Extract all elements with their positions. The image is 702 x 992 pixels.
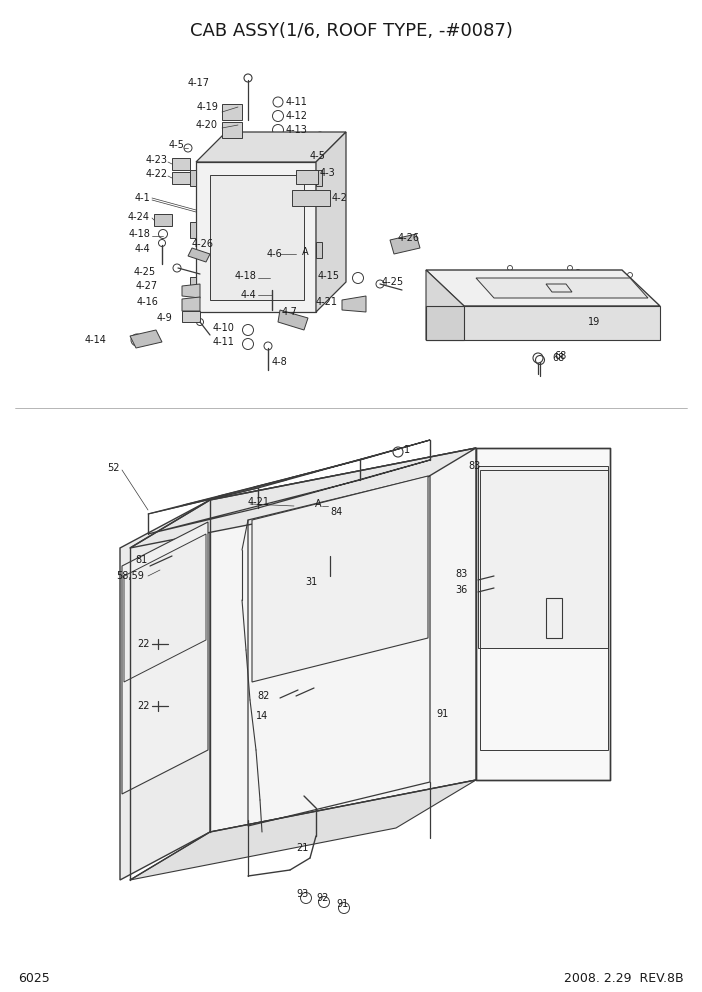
Text: 36: 36 bbox=[456, 585, 468, 595]
Polygon shape bbox=[426, 270, 464, 340]
Polygon shape bbox=[190, 277, 196, 293]
Text: 19: 19 bbox=[588, 317, 600, 327]
Polygon shape bbox=[252, 476, 428, 682]
Text: 4-19: 4-19 bbox=[196, 102, 218, 112]
Polygon shape bbox=[154, 214, 172, 226]
Text: 91: 91 bbox=[436, 709, 449, 719]
Text: 4-5: 4-5 bbox=[310, 151, 326, 161]
Text: 22: 22 bbox=[138, 701, 150, 711]
Text: 58,59: 58,59 bbox=[116, 571, 144, 581]
Text: 4-13: 4-13 bbox=[286, 125, 308, 135]
Polygon shape bbox=[476, 278, 648, 298]
Text: 84: 84 bbox=[330, 507, 343, 517]
Text: 91: 91 bbox=[336, 899, 348, 909]
Text: 4-16: 4-16 bbox=[136, 297, 158, 307]
Text: 1: 1 bbox=[404, 445, 410, 455]
Polygon shape bbox=[182, 297, 200, 311]
Polygon shape bbox=[172, 158, 190, 170]
Text: 4-4: 4-4 bbox=[134, 244, 150, 254]
Polygon shape bbox=[222, 104, 242, 120]
Text: 4-1: 4-1 bbox=[134, 193, 150, 203]
Polygon shape bbox=[148, 440, 430, 514]
Polygon shape bbox=[316, 242, 322, 258]
Text: 4-25: 4-25 bbox=[382, 277, 404, 287]
Text: 4-2: 4-2 bbox=[332, 193, 348, 203]
Text: 83: 83 bbox=[456, 569, 468, 579]
Text: 4-4: 4-4 bbox=[240, 290, 256, 300]
Text: 93: 93 bbox=[296, 889, 308, 899]
Text: 4-11: 4-11 bbox=[212, 337, 234, 347]
Text: 83: 83 bbox=[468, 461, 480, 471]
Text: 2008. 2.29  REV.8B: 2008. 2.29 REV.8B bbox=[564, 971, 684, 984]
Polygon shape bbox=[278, 310, 308, 330]
Text: 4-27: 4-27 bbox=[136, 281, 158, 291]
Polygon shape bbox=[130, 780, 476, 880]
Text: 4-3: 4-3 bbox=[320, 168, 336, 178]
Polygon shape bbox=[426, 306, 660, 340]
Polygon shape bbox=[292, 190, 330, 206]
Text: 4-12: 4-12 bbox=[286, 111, 308, 121]
Polygon shape bbox=[130, 330, 162, 348]
Polygon shape bbox=[130, 448, 476, 548]
Polygon shape bbox=[316, 170, 322, 186]
Text: 4-8: 4-8 bbox=[272, 357, 288, 367]
Text: 4-11: 4-11 bbox=[286, 97, 308, 107]
Polygon shape bbox=[122, 522, 208, 794]
Polygon shape bbox=[190, 170, 196, 186]
Polygon shape bbox=[342, 296, 366, 312]
Polygon shape bbox=[182, 284, 200, 298]
Text: 22: 22 bbox=[138, 639, 150, 649]
Polygon shape bbox=[478, 466, 608, 648]
Text: 82: 82 bbox=[258, 691, 270, 701]
Text: 68: 68 bbox=[552, 353, 564, 363]
Polygon shape bbox=[188, 248, 210, 262]
Text: 68: 68 bbox=[554, 351, 567, 361]
Polygon shape bbox=[316, 132, 346, 312]
Text: 4-22: 4-22 bbox=[146, 169, 168, 179]
Polygon shape bbox=[210, 175, 304, 300]
Polygon shape bbox=[196, 162, 316, 312]
Text: 4-15: 4-15 bbox=[318, 271, 340, 281]
Polygon shape bbox=[476, 448, 610, 780]
Text: 4-10: 4-10 bbox=[212, 323, 234, 333]
Text: 52: 52 bbox=[107, 463, 120, 473]
Polygon shape bbox=[390, 234, 420, 254]
Polygon shape bbox=[190, 222, 196, 238]
Text: A: A bbox=[302, 247, 309, 257]
Text: 4-18: 4-18 bbox=[234, 271, 256, 281]
Text: 14: 14 bbox=[256, 711, 268, 721]
Text: 4-20: 4-20 bbox=[196, 120, 218, 130]
Text: CAB ASSY(1/6, ROOF TYPE, -#0087): CAB ASSY(1/6, ROOF TYPE, -#0087) bbox=[190, 22, 512, 40]
Polygon shape bbox=[222, 122, 242, 138]
Text: 4-25: 4-25 bbox=[134, 267, 156, 277]
Text: 4-23: 4-23 bbox=[146, 155, 168, 165]
Polygon shape bbox=[210, 448, 476, 832]
Polygon shape bbox=[426, 270, 660, 306]
Polygon shape bbox=[196, 132, 346, 162]
Text: 4-18: 4-18 bbox=[128, 229, 150, 239]
Polygon shape bbox=[172, 172, 190, 184]
Polygon shape bbox=[124, 534, 206, 682]
Text: 4-26: 4-26 bbox=[398, 233, 420, 243]
Text: 4-26: 4-26 bbox=[192, 239, 214, 249]
Polygon shape bbox=[296, 170, 318, 184]
Text: 4-21: 4-21 bbox=[316, 297, 338, 307]
Polygon shape bbox=[182, 311, 200, 322]
Text: 31: 31 bbox=[306, 577, 318, 587]
Text: 4-6: 4-6 bbox=[266, 249, 282, 259]
Text: 6025: 6025 bbox=[18, 971, 50, 984]
Text: A: A bbox=[315, 499, 322, 509]
Text: 4-9: 4-9 bbox=[157, 313, 172, 323]
Text: 4-24: 4-24 bbox=[128, 212, 150, 222]
Text: 4-21: 4-21 bbox=[248, 497, 270, 507]
Polygon shape bbox=[120, 500, 210, 880]
Text: 4-5: 4-5 bbox=[168, 140, 184, 150]
Text: 4-17: 4-17 bbox=[188, 78, 210, 88]
Text: 81: 81 bbox=[135, 555, 148, 565]
Text: 4-7: 4-7 bbox=[282, 307, 298, 317]
Text: 92: 92 bbox=[316, 893, 329, 903]
Text: 21: 21 bbox=[296, 843, 308, 853]
Text: 4-14: 4-14 bbox=[84, 335, 106, 345]
Polygon shape bbox=[426, 306, 464, 340]
